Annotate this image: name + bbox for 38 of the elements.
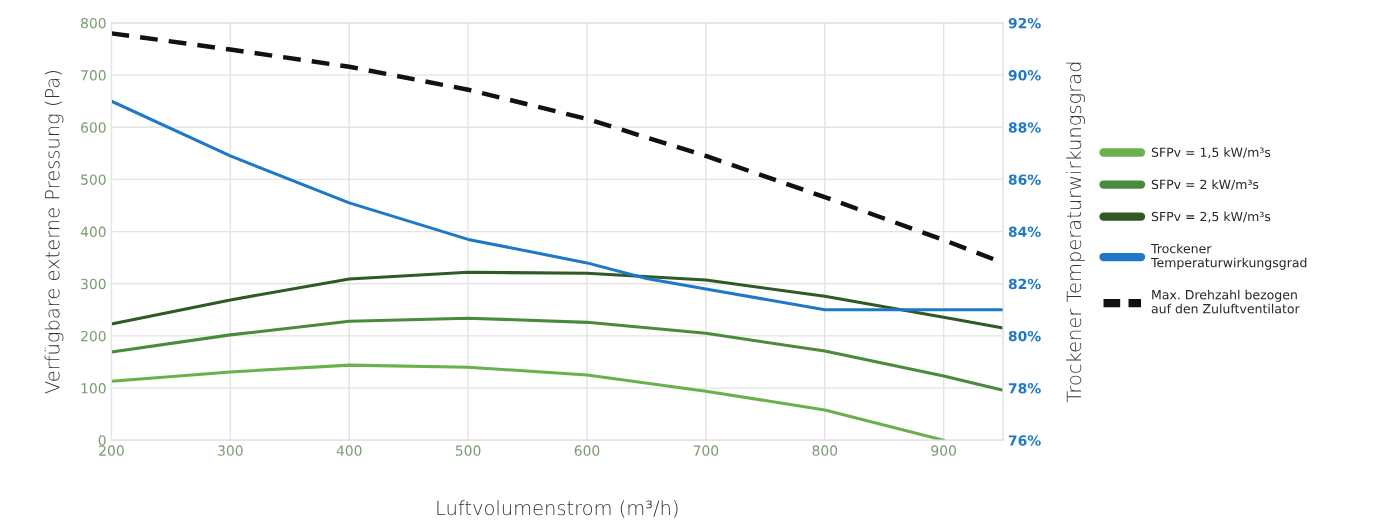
y-tick-label: 200 — [81, 330, 106, 342]
x-tick-label: 200 — [99, 445, 124, 456]
y-tick-label: 300 — [81, 278, 106, 290]
x-tick-label: 400 — [336, 445, 362, 456]
y-tick-label: 800 — [81, 17, 106, 29]
y2-tick-label: 82% — [1008, 278, 1041, 290]
legend-label: SFPv = 2,5 kW/m³s — [1151, 211, 1271, 223]
x-tick-label: 600 — [574, 445, 600, 456]
y-tick-label: 600 — [81, 122, 106, 133]
x-tick-label: 800 — [812, 445, 838, 456]
x-tick-label: 300 — [218, 445, 243, 456]
y2-tick-label: 78% — [1008, 383, 1041, 394]
y2-tick-label: 76% — [1008, 435, 1041, 446]
y2-tick-label: 90% — [1008, 70, 1041, 81]
x-tick-label: 900 — [931, 445, 956, 456]
y-tick-label: 700 — [81, 70, 106, 81]
y-tick-label: 100 — [81, 383, 106, 394]
legend-label: Max. Drehzahl bezogen auf den Zuluftventilator — [1151, 289, 1300, 314]
legend-label: SFPv = 2 kW/m³s — [1151, 179, 1259, 191]
y2-tick-label: 88% — [1008, 122, 1041, 133]
y-tick-label: 500 — [81, 174, 106, 185]
x-tick-label: 700 — [693, 445, 719, 456]
line-series — [111, 270, 1004, 330]
y2-tick-label: 86% — [1008, 174, 1041, 185]
y2-axis-title: Trockener Temperaturwirkungsgrad — [1066, 62, 1086, 403]
y2-tick-label: 92% — [1008, 17, 1041, 29]
legend-label: Trockener Temperaturwirkungsgrad — [1150, 243, 1307, 270]
legend-label: SFPv = 1,5 kW/m³s — [1151, 147, 1271, 159]
y2-tick-label: 80% — [1008, 330, 1041, 342]
line-series — [111, 99, 1004, 312]
x-axis-title: Luftvolumenstrom (m³/h) — [437, 500, 678, 518]
y2-tick-label: 84% — [1008, 226, 1041, 238]
line-series — [111, 363, 946, 441]
x-tick-label: 500 — [455, 445, 481, 456]
y-tick-label: 0 — [98, 435, 106, 446]
y-tick-label: 400 — [80, 226, 106, 238]
y-axis-title: Verfügbare externe Pressung (Pa) — [44, 71, 64, 394]
line-series — [111, 316, 1004, 392]
